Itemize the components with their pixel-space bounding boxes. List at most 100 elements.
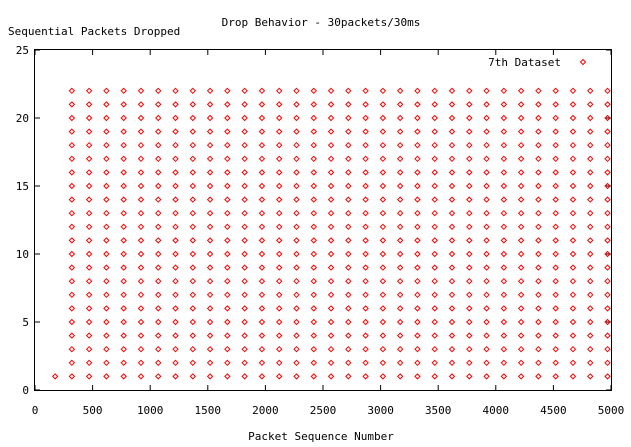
data-point [224, 182, 231, 190]
data-point [431, 182, 438, 190]
data-point [120, 237, 127, 244]
data-point [396, 277, 404, 285]
data-point [517, 223, 525, 231]
x-tick-label: 1000 [137, 404, 164, 417]
data-point [483, 277, 490, 285]
data-point [535, 141, 542, 149]
data-point [68, 318, 76, 326]
data-point [120, 155, 127, 163]
data-point [362, 196, 369, 203]
data-point [414, 209, 421, 217]
data-point [431, 277, 438, 285]
data-point [448, 209, 456, 217]
data-point [569, 141, 577, 149]
data-point [396, 87, 404, 95]
data-point [448, 182, 456, 190]
data-point [483, 332, 490, 339]
data-point [206, 345, 214, 353]
data-point [189, 250, 197, 258]
data-point [137, 264, 145, 271]
data-point [345, 101, 352, 108]
data-point [189, 114, 197, 122]
data-point [120, 318, 127, 326]
data-point [362, 114, 369, 122]
data-point [569, 332, 577, 339]
data-point [155, 318, 162, 326]
data-point [293, 169, 300, 176]
data-point [224, 318, 231, 326]
data-point [604, 332, 611, 339]
data-point [362, 277, 369, 285]
data-point [345, 128, 352, 135]
data-point [345, 223, 352, 231]
data-point [552, 209, 559, 217]
data-point [431, 332, 438, 339]
data-point [206, 87, 214, 95]
data-point [362, 373, 369, 380]
data-point [345, 291, 352, 299]
data-point [466, 87, 473, 95]
data-point [137, 318, 145, 326]
data-point [345, 277, 352, 285]
data-point [137, 359, 145, 367]
data-point [569, 277, 577, 285]
data-point [379, 155, 387, 163]
data-point [483, 318, 490, 326]
data-point [68, 196, 76, 203]
x-tick-label: 0 [32, 404, 39, 417]
data-point [120, 209, 127, 217]
data-point [500, 155, 508, 163]
data-point [379, 209, 387, 217]
data-point [241, 305, 248, 312]
data-point [85, 169, 93, 176]
data-point [500, 373, 508, 380]
data-point [483, 223, 490, 231]
data-point [276, 318, 283, 326]
data-point [500, 237, 508, 244]
data-point [310, 318, 317, 326]
data-point [172, 277, 179, 285]
data-point [569, 237, 577, 244]
data-point [241, 196, 248, 203]
data-point [396, 250, 404, 258]
data-point [224, 169, 231, 176]
data-point [466, 291, 473, 299]
data-point [483, 128, 490, 135]
data-point [552, 345, 559, 353]
data-point [466, 209, 473, 217]
data-point [224, 128, 231, 135]
data-point [569, 128, 577, 135]
data-point [362, 359, 369, 367]
data-point [448, 305, 456, 312]
data-point [517, 250, 525, 258]
data-point [327, 141, 335, 149]
data-point [587, 345, 594, 353]
data-point [120, 114, 127, 122]
data-point [293, 237, 300, 244]
data-point [241, 209, 248, 217]
data-point [500, 264, 508, 271]
data-point [604, 277, 611, 285]
data-point [379, 169, 387, 176]
data-point [552, 332, 559, 339]
data-point [189, 141, 197, 149]
data-point [327, 332, 335, 339]
data-point [535, 182, 542, 190]
data-point [466, 237, 473, 244]
data-point [189, 359, 197, 367]
data-point [535, 209, 542, 217]
data-point [172, 101, 179, 108]
data-point [276, 209, 283, 217]
data-point [483, 101, 490, 108]
data-point [431, 101, 438, 108]
data-point [189, 305, 197, 312]
data-point [206, 223, 214, 231]
data-point [483, 87, 490, 95]
data-point [552, 169, 559, 176]
data-point [85, 305, 93, 312]
data-point [466, 359, 473, 367]
data-point [85, 373, 93, 380]
data-point [431, 291, 438, 299]
data-point [431, 237, 438, 244]
